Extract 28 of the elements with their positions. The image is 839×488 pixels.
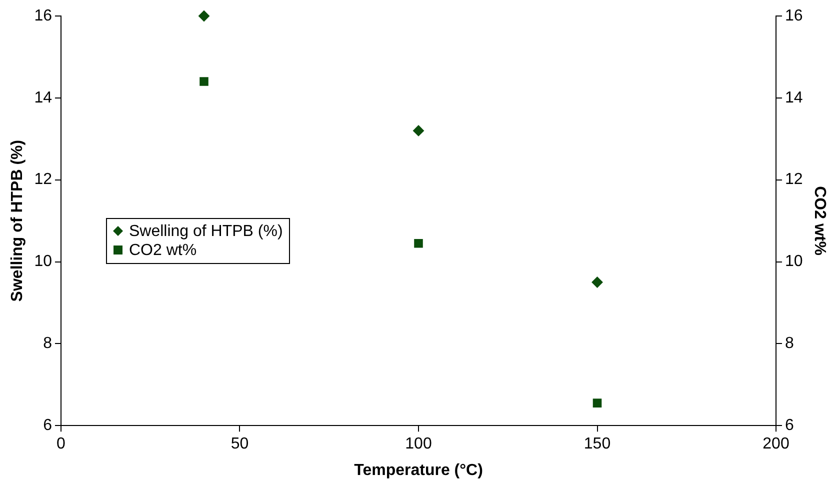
- point: [413, 125, 424, 136]
- y-tick-label: 16: [34, 7, 52, 24]
- y-tick-label: 6: [43, 417, 52, 434]
- x-axis-title: Temperature (°C): [354, 462, 483, 479]
- point: [414, 238, 423, 248]
- legend-label: CO2 wt%: [128, 240, 197, 260]
- y2-tick-label: 6: [785, 417, 794, 434]
- legend-label: Swelling of HTPB (%): [128, 222, 283, 241]
- y2-tick-label: 16: [785, 7, 803, 24]
- x-tick-label: 0: [56, 436, 66, 453]
- point: [592, 398, 602, 408]
- y2-tick-label: 14: [785, 89, 803, 106]
- y2-tick-label: 8: [785, 335, 794, 352]
- y-tick-label: 14: [34, 89, 52, 106]
- x-tick-label: 50: [230, 436, 249, 453]
- y2-tick-label: 10: [785, 253, 803, 270]
- y-axis-title: Swelling of HTPB (%): [9, 140, 26, 302]
- point: [198, 10, 210, 22]
- y-tick-label: 8: [43, 335, 52, 352]
- y2-tick-label: 12: [785, 171, 803, 188]
- x-tick-label: 200: [762, 436, 790, 453]
- point: [200, 77, 208, 86]
- y2-axis-title: CO2 wt%: [810, 186, 828, 256]
- y-tick-label: 10: [34, 253, 52, 270]
- y-tick-label: 12: [34, 171, 52, 188]
- x-tick-label: 150: [584, 436, 611, 453]
- x-tick-label: 100: [405, 436, 432, 453]
- point: [592, 276, 603, 288]
